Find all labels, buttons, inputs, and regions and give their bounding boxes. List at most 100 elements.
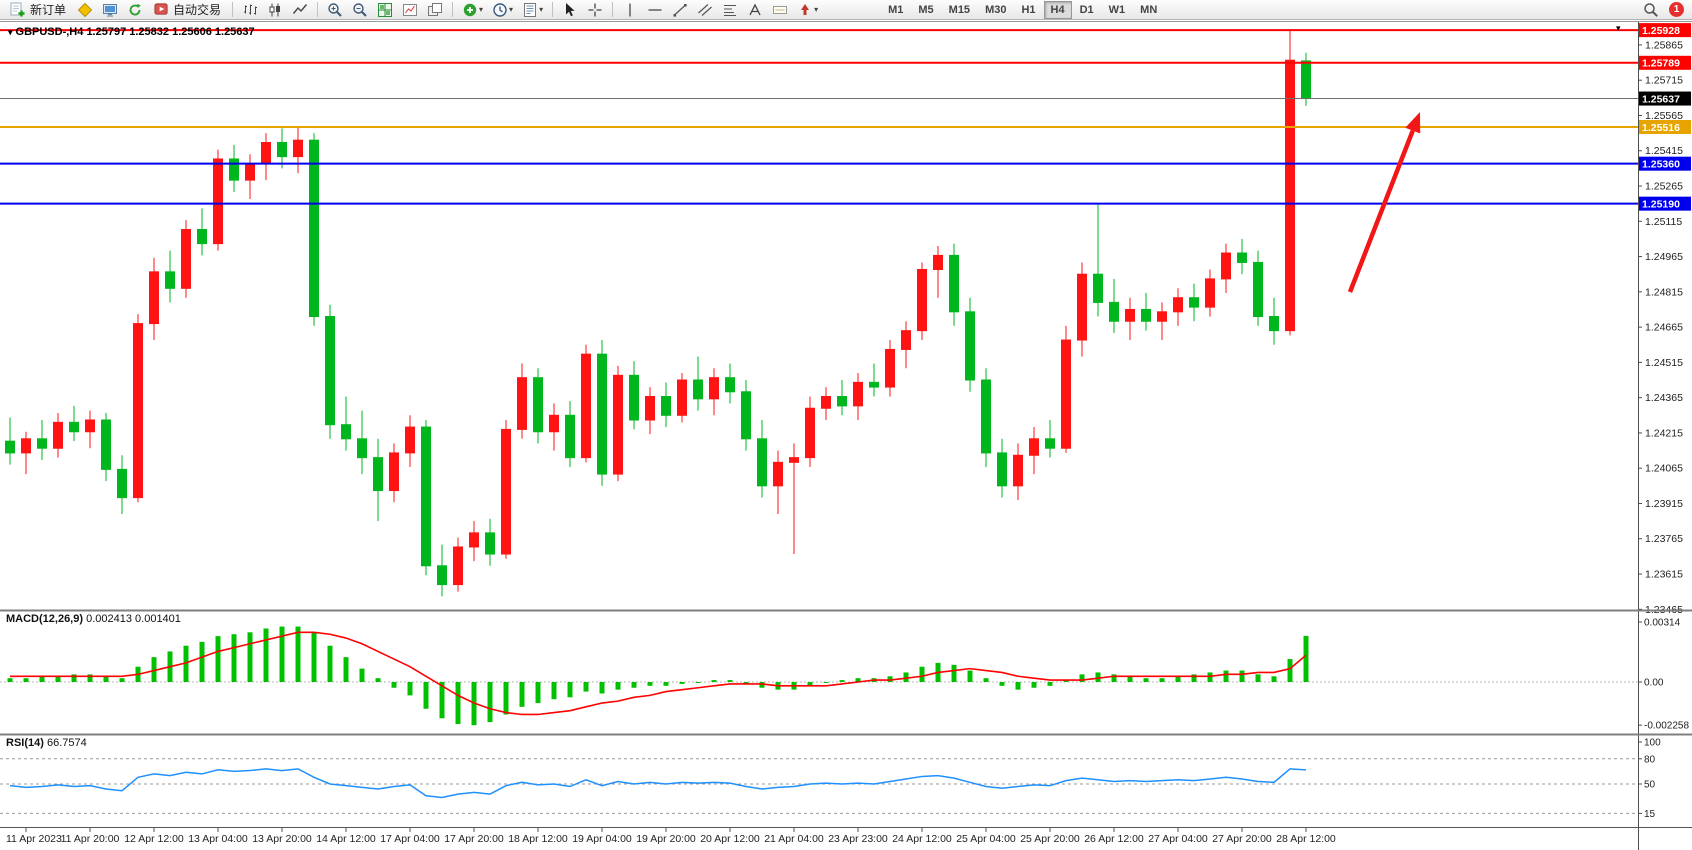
price-badge-label: 1.25360 <box>1642 158 1680 170</box>
fibonacci-tool-button[interactable] <box>718 1 742 19</box>
channel-tool-button[interactable] <box>693 1 717 19</box>
timeframe-h1-button[interactable]: H1 <box>1014 1 1042 19</box>
profiles-button[interactable] <box>423 1 447 19</box>
candle-body <box>1221 252 1231 280</box>
toolbar: 新订单 自动交易 <box>0 0 1692 20</box>
zoom-in-button[interactable] <box>323 1 347 19</box>
macd-histogram-bar <box>631 682 637 688</box>
label-tool-button[interactable] <box>768 1 792 19</box>
trend-arrow-annotation[interactable] <box>1347 129 1415 293</box>
price-tick-label: 1.24065 <box>1645 463 1683 475</box>
candle-body <box>1013 454 1023 487</box>
time-label: 17 Apr 04:00 <box>380 833 440 845</box>
notification-badge[interactable]: 1 <box>1669 2 1684 17</box>
candle-body <box>1125 308 1135 322</box>
macd-histogram-bar <box>743 682 749 684</box>
candle-body <box>277 142 287 158</box>
macd-histogram-bar <box>519 682 525 707</box>
toolbar-separator <box>232 2 234 17</box>
timeframe-m5-button[interactable]: M5 <box>911 1 940 19</box>
autotrading-label: 自动交易 <box>173 3 222 17</box>
timeframe-m1-button[interactable]: M1 <box>881 1 910 19</box>
time-label: 12 Apr 12:00 <box>124 833 184 845</box>
new-order-label: 新订单 <box>30 3 67 17</box>
templates-button[interactable]: ▾ <box>518 1 547 19</box>
refresh-button[interactable] <box>123 1 147 19</box>
timeframe-h4-button[interactable]: H4 <box>1043 0 1072 19</box>
market-watch-button[interactable] <box>98 1 122 19</box>
timeframe-d1-button[interactable]: D1 <box>1073 1 1101 19</box>
candle-body <box>789 457 799 463</box>
macd-histogram-bar <box>423 682 429 709</box>
timeframe-m30-button[interactable]: M30 <box>978 1 1013 19</box>
macd-histogram-bar <box>455 682 461 725</box>
candlestick-chart-icon <box>269 3 281 16</box>
time-label: 27 Apr 04:00 <box>1148 833 1208 845</box>
crosshair-button[interactable] <box>583 1 607 19</box>
line-chart-button[interactable] <box>288 1 312 19</box>
price-tick-label: 1.25715 <box>1645 75 1683 87</box>
vertical-line-tool-button[interactable] <box>618 1 642 19</box>
timeframe-w1-button[interactable]: W1 <box>1102 1 1133 19</box>
candle-body <box>101 419 111 470</box>
price-tick-label: 1.25565 <box>1645 110 1683 122</box>
price-badge-label: 1.25190 <box>1642 198 1680 210</box>
chevron-down-icon: ▾ <box>479 4 484 14</box>
channel-icon <box>698 3 712 16</box>
autotrading-button[interactable]: 自动交易 <box>148 1 227 19</box>
candle-body <box>469 532 479 548</box>
timeframe-m15-button[interactable]: M15 <box>942 1 977 19</box>
trendline-tool-button[interactable] <box>668 1 692 19</box>
price-badge <box>1639 55 1691 70</box>
price-tick-label: 1.25115 <box>1645 216 1682 228</box>
macd-histogram-bar <box>119 678 125 682</box>
price-tick-label: 1.24365 <box>1645 392 1683 404</box>
refresh-icon <box>129 3 141 15</box>
timeframe-group: M1 M5 M15 M30 H1 H4 D1 W1 MN <box>881 0 1164 19</box>
time-label: 19 Apr 20:00 <box>636 833 696 845</box>
indicators-button[interactable]: ▾ <box>458 1 487 19</box>
rsi-scale-label: 100 <box>1644 738 1661 749</box>
arrows-tool-button[interactable]: ▾ <box>793 1 822 19</box>
horizontal-line-tool-button[interactable] <box>643 1 667 19</box>
text-tool-button[interactable] <box>743 1 767 19</box>
search-button[interactable] <box>1639 1 1663 19</box>
tile-windows-button[interactable] <box>373 1 397 19</box>
vertical-line-icon <box>629 3 631 16</box>
time-label: 14 Apr 12:00 <box>316 833 376 845</box>
candle-body <box>293 139 303 158</box>
candlestick-chart-button[interactable] <box>263 1 287 19</box>
macd-histogram-bar <box>1303 635 1309 682</box>
candle-body <box>149 271 159 325</box>
metaeditor-button[interactable] <box>73 1 97 19</box>
macd-histogram-bar <box>487 682 493 723</box>
cursor-button[interactable] <box>558 1 582 19</box>
macd-histogram-bar <box>983 678 989 682</box>
macd-histogram-bar <box>1223 670 1229 682</box>
timeframe-mn-button[interactable]: MN <box>1133 1 1164 19</box>
macd-histogram-bar <box>103 676 109 682</box>
candle-body <box>901 330 911 350</box>
macd-histogram-bar <box>263 628 269 682</box>
price-tick-label: 1.23765 <box>1645 533 1683 545</box>
candle-body <box>1301 60 1311 100</box>
time-label: 21 Apr 04:00 <box>764 833 824 845</box>
candle-body <box>357 438 367 459</box>
candle-body <box>117 468 127 499</box>
bar-chart-button[interactable] <box>238 1 262 19</box>
macd-histogram-bar <box>1127 676 1133 682</box>
price-tick-label: 1.23915 <box>1645 498 1683 510</box>
time-label: 28 Apr 12:00 <box>1276 833 1336 845</box>
candle-body <box>405 426 415 454</box>
new-chart-button[interactable] <box>398 1 422 19</box>
macd-histogram-bar <box>503 682 509 715</box>
macd-histogram-bar <box>663 682 669 686</box>
macd-histogram-bar <box>39 676 45 682</box>
new-order-button[interactable]: 新订单 <box>4 1 72 19</box>
trend-arrow-head[interactable] <box>1405 112 1421 134</box>
time-label: 23 Apr 23:00 <box>828 833 888 845</box>
periods-button[interactable]: ▾ <box>488 1 517 19</box>
zoom-out-button[interactable] <box>348 1 372 19</box>
macd-histogram-bar <box>1287 659 1293 682</box>
